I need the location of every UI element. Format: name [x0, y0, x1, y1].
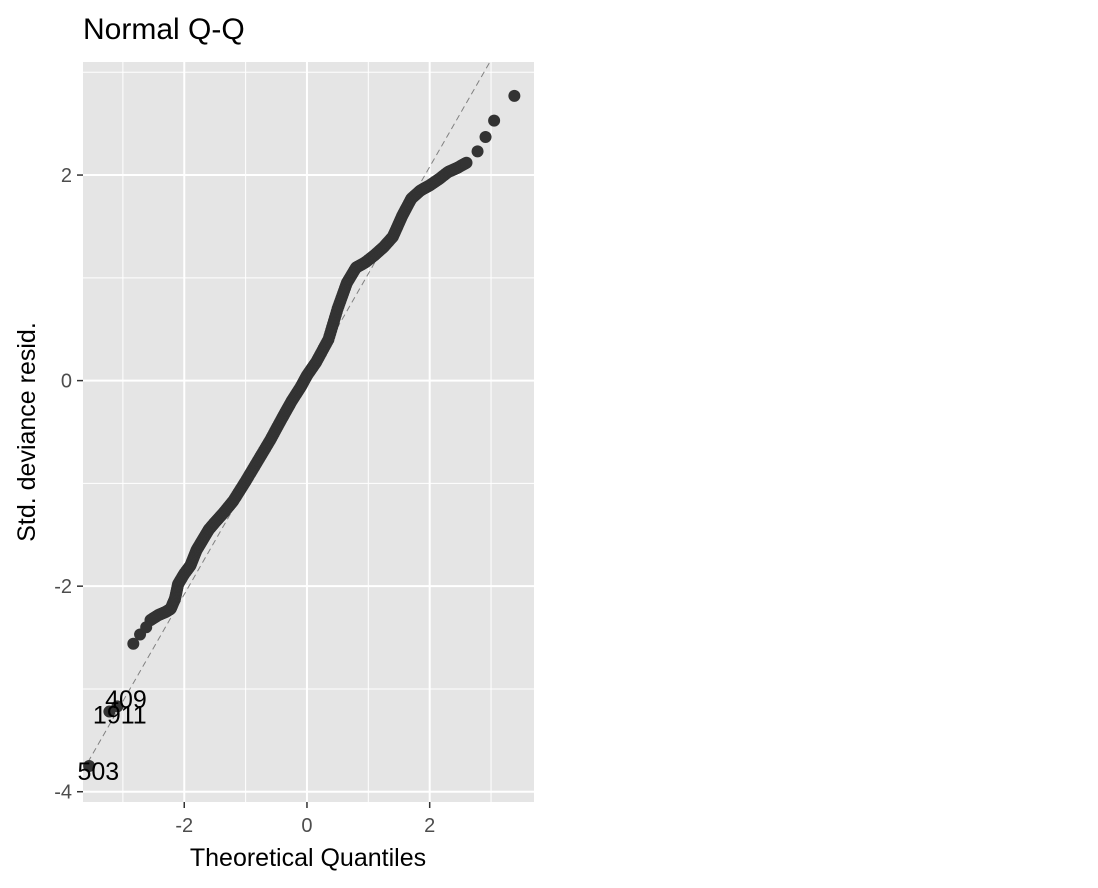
y-axis: -4 -2 0 2 [54, 165, 83, 804]
data-point [83, 760, 96, 773]
plot-panel [83, 62, 534, 802]
data-point [140, 621, 153, 634]
x-tick-label: 2 [424, 815, 435, 837]
point-label: 503 [77, 758, 119, 786]
y-tick-label: -2 [54, 576, 72, 598]
x-tick-label: -2 [175, 815, 193, 837]
data-point [471, 145, 484, 158]
y-tick-label: 2 [61, 165, 72, 187]
x-axis: -2 0 2 [175, 802, 435, 837]
reference-line [82, 61, 491, 772]
point-label: 1911 [93, 702, 147, 730]
y-tick-label: -4 [54, 782, 72, 804]
point-label: 409 [105, 686, 147, 714]
sample-quantile-points [144, 156, 473, 627]
y-axis-title: Std. deviance resid. [13, 322, 41, 542]
data-point [127, 637, 140, 650]
x-axis-title: Theoretical Quantiles [190, 844, 426, 872]
minor-gridlines [83, 62, 534, 802]
data-point [488, 114, 501, 127]
data-point [103, 705, 116, 718]
data-point [479, 131, 492, 144]
data-point [508, 89, 521, 102]
data-points [83, 89, 521, 773]
x-tick-label: 0 [301, 815, 312, 837]
chart-title: Normal Q-Q [83, 13, 245, 46]
y-tick-label: 0 [61, 371, 72, 393]
qq-point [460, 156, 473, 169]
